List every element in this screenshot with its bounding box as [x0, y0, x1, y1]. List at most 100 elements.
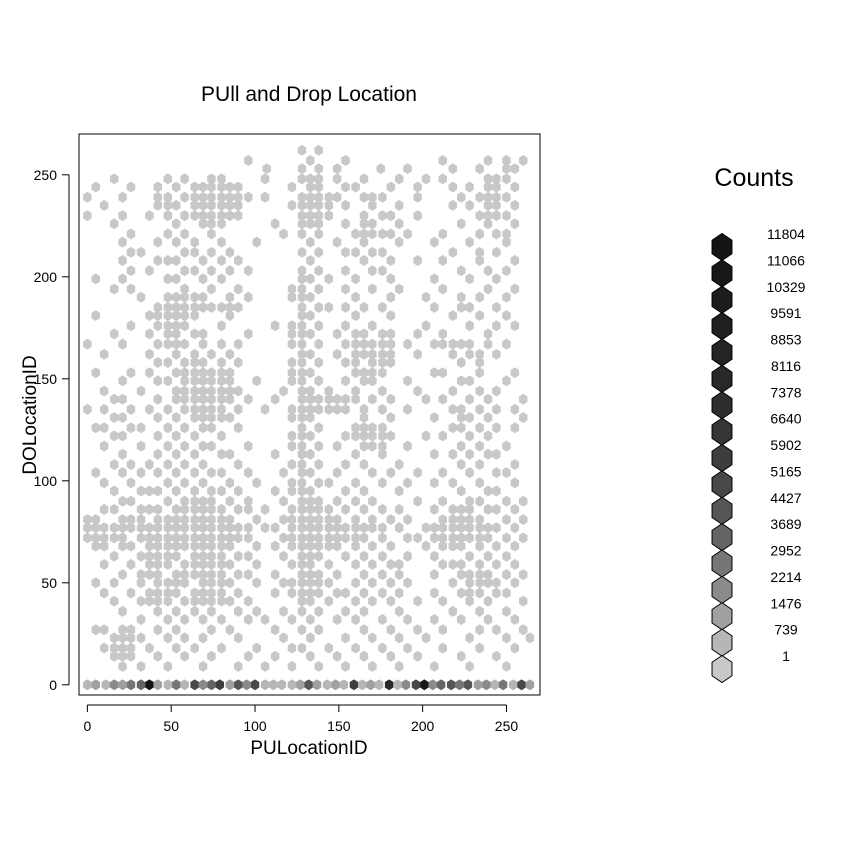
- legend-label: 2952: [770, 543, 801, 559]
- hex-bin: [456, 291, 466, 303]
- hex-bin: [306, 210, 315, 222]
- hex-bin: [225, 310, 235, 322]
- hex-bin: [287, 522, 297, 534]
- hex-bin: [368, 320, 377, 332]
- hex-bin: [341, 246, 350, 258]
- hex-bin: [190, 367, 199, 379]
- hex-bin: [190, 301, 199, 313]
- hex-bin: [198, 550, 208, 562]
- hex-bin: [510, 614, 520, 625]
- hex-bin: [359, 532, 369, 544]
- hex-bin: [126, 624, 136, 636]
- hex-bin: [109, 173, 119, 185]
- hex-bin: [306, 587, 315, 599]
- hex-bin: [510, 367, 520, 379]
- hex-bin: [465, 595, 474, 607]
- hex-bin: [519, 412, 528, 424]
- hex-bin: [483, 503, 493, 515]
- hex-bin: [297, 218, 307, 230]
- hex-bin: [225, 540, 235, 552]
- hex-bin: [217, 338, 226, 350]
- hex-bin: [180, 375, 189, 387]
- hex-bin: [297, 210, 307, 222]
- hex-bin: [430, 522, 439, 534]
- hex-bin: [324, 301, 334, 313]
- legend-label: 5902: [770, 437, 801, 453]
- hex-bin: [465, 338, 474, 350]
- legend-hex: [711, 391, 733, 420]
- hex-bin: [332, 650, 342, 662]
- hex-bin: [225, 595, 235, 607]
- hex-bin: [198, 375, 208, 387]
- hex-bin: [118, 430, 127, 442]
- hex-bin: [502, 587, 511, 599]
- hex-bin: [394, 236, 404, 248]
- hex-bin: [99, 522, 109, 534]
- hex-bin: [502, 163, 511, 175]
- x-tick-label: 250: [495, 718, 519, 734]
- hex-bin: [448, 246, 458, 258]
- hex-bin: [163, 577, 173, 589]
- hex-bin: [297, 422, 307, 434]
- hex-bin-row0: [436, 679, 446, 691]
- hex-bin: [297, 265, 307, 277]
- hex-bin: [510, 503, 520, 515]
- hex-bin: [332, 495, 342, 507]
- hex-bin: [368, 422, 377, 434]
- hex-bin: [297, 338, 307, 350]
- hex-bin: [145, 642, 154, 654]
- hex-bin: [314, 320, 323, 332]
- hex-bin: [492, 191, 501, 203]
- hex-bin: [306, 485, 315, 497]
- hex-bin: [172, 587, 181, 599]
- hex-bin: [118, 448, 127, 460]
- hex-bin: [198, 181, 208, 193]
- hex-bin: [99, 532, 109, 544]
- hex-bin: [118, 393, 127, 405]
- hex-bin: [207, 210, 216, 222]
- hex-bin: [475, 403, 484, 415]
- hex-bin: [314, 163, 323, 175]
- hex-bin: [297, 485, 307, 497]
- hex-bin: [297, 291, 307, 303]
- hex-bin: [118, 569, 127, 581]
- hex-bin: [306, 614, 315, 625]
- hex-bin: [394, 587, 404, 599]
- hex-bin: [403, 642, 412, 654]
- hex-bin: [394, 199, 404, 211]
- hex-bin: [136, 569, 146, 581]
- hex-bin: [492, 228, 501, 240]
- hex-bin: [448, 403, 458, 415]
- legend-label: 11066: [767, 252, 805, 268]
- hex-bin: [438, 467, 447, 479]
- hex-bin: [244, 569, 253, 581]
- hex-bin: [465, 550, 474, 562]
- hex-bin: [136, 595, 146, 607]
- hex-bin: [306, 273, 315, 285]
- hex-bin: [438, 393, 447, 405]
- hex-bin: [351, 246, 360, 258]
- hex-bin: [306, 650, 315, 662]
- hex-bin: [287, 440, 297, 452]
- hex-bin: [483, 328, 493, 340]
- hex-bin: [244, 550, 253, 562]
- hex-bin: [225, 532, 235, 544]
- hex-bin: [244, 467, 253, 479]
- hex-bin: [297, 163, 307, 175]
- hex-bin: [297, 320, 307, 332]
- hex-bin: [502, 265, 511, 277]
- hex-bin: [438, 558, 447, 570]
- hex-bin: [438, 522, 447, 534]
- hex-bin: [190, 495, 199, 507]
- hex-bin: [314, 283, 323, 295]
- hex-bin: [475, 569, 484, 581]
- hex-bin: [332, 403, 342, 415]
- hex-bin: [118, 532, 127, 544]
- hex-bin: [378, 448, 387, 460]
- hex-bin: [225, 522, 235, 534]
- hex-bin: [297, 273, 307, 285]
- hex-bin: [394, 459, 404, 470]
- hex-bin: [126, 540, 136, 552]
- hex-bin: [378, 265, 387, 277]
- hex-bin: [234, 503, 243, 515]
